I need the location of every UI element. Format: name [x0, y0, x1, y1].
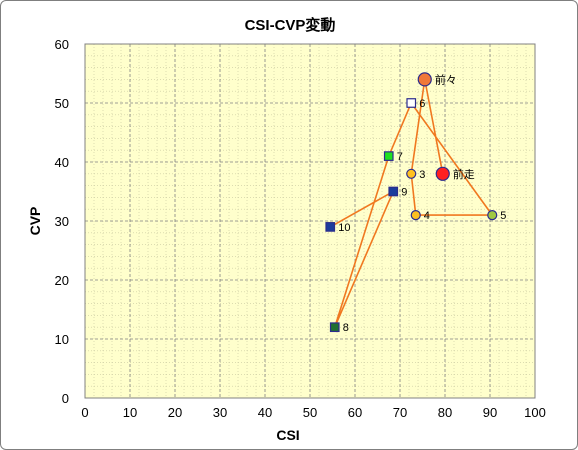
data-point-marker	[329, 322, 340, 333]
data-point-marker	[388, 186, 399, 197]
x-tick-label: 30	[213, 405, 227, 420]
y-tick-label: 40	[55, 155, 69, 170]
data-point-marker	[435, 166, 450, 181]
data-point-marker	[487, 210, 498, 221]
data-point-label: 6	[419, 98, 425, 110]
data-point-marker	[406, 168, 417, 179]
data-point-marker	[325, 222, 336, 232]
data-point-label: 7	[397, 151, 403, 163]
x-tick-label: 10	[123, 405, 137, 420]
y-tick-label: 10	[55, 332, 69, 347]
y-tick-label: 30	[55, 214, 69, 229]
data-points: 前走 前々 3 4 5 6 7 8 9 10	[325, 72, 506, 334]
data-point-marker	[417, 72, 432, 87]
x-tick-label: 40	[258, 405, 272, 420]
data-point-marker	[406, 98, 417, 108]
chart-title: CSI-CVP変動	[245, 16, 336, 34]
y-axis-ticks: 0 10 20 30 40 50 60	[55, 37, 69, 406]
x-tick-label: 60	[348, 405, 362, 420]
series-line	[329, 79, 494, 328]
data-point-label: 前走	[453, 167, 475, 181]
data-point-label: 8	[343, 322, 349, 334]
x-tick-label: 20	[168, 405, 182, 420]
y-tick-label: 60	[55, 37, 69, 52]
y-tick-label: 50	[55, 96, 69, 111]
y-axis-label: CVP	[27, 207, 43, 236]
data-point-label: 3	[419, 169, 425, 181]
data-point-marker	[410, 210, 421, 221]
data-point-label: 5	[500, 210, 506, 222]
x-axis-label: CSI	[276, 427, 299, 443]
x-tick-label: 70	[393, 405, 407, 420]
y-tick-label: 0	[62, 391, 69, 406]
data-point-label: 9	[401, 187, 407, 199]
series-lines	[329, 79, 494, 328]
plot-border	[84, 43, 536, 399]
data-point-label: 10	[338, 222, 350, 234]
y-tick-label: 20	[55, 273, 69, 288]
x-axis-ticks: 0 10 20 30 40 50 60 70 80 90 100	[81, 405, 545, 420]
major-gridlines	[85, 44, 535, 398]
x-tick-label: 0	[81, 405, 88, 420]
x-tick-label: 50	[303, 405, 317, 420]
x-tick-label: 100	[524, 405, 546, 420]
x-tick-label: 90	[483, 405, 497, 420]
x-tick-label: 80	[438, 405, 452, 420]
data-point-marker	[383, 151, 394, 161]
data-point-label: 前々	[435, 72, 457, 86]
data-point-label: 4	[424, 210, 430, 222]
